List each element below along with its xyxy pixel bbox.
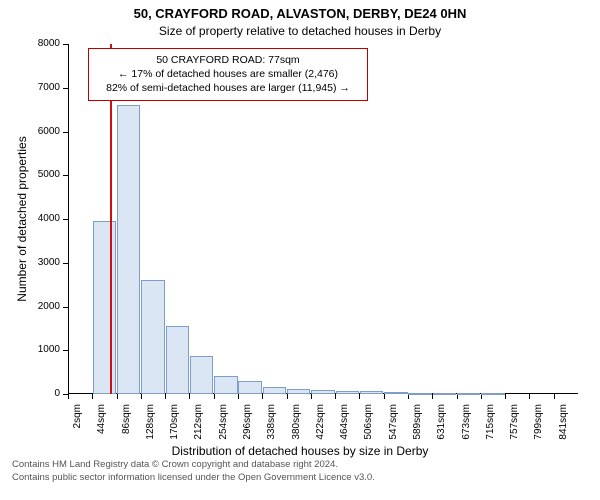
info-box-line: 50 CRAYFORD ROAD: 77sqm <box>97 53 359 67</box>
histogram-bar <box>481 393 504 395</box>
y-tick-mark <box>63 88 68 89</box>
y-tick-mark <box>63 132 68 133</box>
x-tick-mark <box>505 394 506 399</box>
footer-line1: Contains HM Land Registry data © Crown c… <box>12 459 588 471</box>
histogram-bar <box>384 392 407 394</box>
x-tick-mark <box>262 394 263 399</box>
chart-title-line1: 50, CRAYFORD ROAD, ALVASTON, DERBY, DE24… <box>0 6 600 21</box>
y-tick-mark <box>63 219 68 220</box>
y-tick-mark <box>63 175 68 176</box>
y-axis-line <box>68 44 69 394</box>
y-tick-mark <box>63 307 68 308</box>
x-axis-label: Distribution of detached houses by size … <box>0 444 600 458</box>
x-tick-mark <box>141 394 142 399</box>
chart-container: 50, CRAYFORD ROAD, ALVASTON, DERBY, DE24… <box>0 0 600 500</box>
chart-title-line2: Size of property relative to detached ho… <box>0 24 600 38</box>
histogram-bar <box>360 391 383 394</box>
y-tick-label: 0 <box>26 388 60 399</box>
x-tick-mark <box>335 394 336 399</box>
histogram-bar <box>457 393 480 395</box>
histogram-bar <box>433 393 456 395</box>
y-tick-label: 5000 <box>26 169 60 180</box>
y-tick-label: 2000 <box>26 301 60 312</box>
histogram-bar <box>238 381 261 394</box>
y-tick-label: 7000 <box>26 82 60 93</box>
x-tick-mark <box>238 394 239 399</box>
histogram-bar <box>93 221 116 394</box>
x-tick-mark <box>408 394 409 399</box>
histogram-bar <box>141 280 164 394</box>
x-tick-mark <box>165 394 166 399</box>
info-box-line: ← 17% of detached houses are smaller (2,… <box>97 67 359 81</box>
histogram-bar <box>336 391 359 394</box>
x-tick-mark <box>117 394 118 399</box>
y-tick-mark <box>63 44 68 45</box>
footer-line2: Contains public sector information licen… <box>12 472 588 484</box>
info-box: 50 CRAYFORD ROAD: 77sqm← 17% of detached… <box>88 48 368 101</box>
footer-attribution: Contains HM Land Registry data © Crown c… <box>12 459 588 484</box>
x-tick-mark <box>68 394 69 399</box>
y-tick-label: 6000 <box>26 126 60 137</box>
x-tick-mark <box>384 394 385 399</box>
histogram-bar <box>214 376 237 394</box>
x-tick-mark <box>554 394 555 399</box>
x-tick-mark <box>287 394 288 399</box>
y-tick-label: 8000 <box>26 38 60 49</box>
y-tick-mark <box>63 350 68 351</box>
y-tick-label: 4000 <box>26 213 60 224</box>
x-tick-mark <box>311 394 312 399</box>
y-tick-label: 1000 <box>26 344 60 355</box>
x-tick-mark <box>189 394 190 399</box>
histogram-bar <box>408 393 431 395</box>
histogram-bar <box>117 105 140 394</box>
x-tick-mark <box>92 394 93 399</box>
y-tick-label: 3000 <box>26 257 60 268</box>
x-tick-mark <box>359 394 360 399</box>
histogram-bar <box>311 390 334 394</box>
x-tick-mark <box>529 394 530 399</box>
histogram-bar <box>166 326 189 394</box>
x-tick-mark <box>214 394 215 399</box>
histogram-bar <box>190 356 213 394</box>
y-tick-mark <box>63 263 68 264</box>
histogram-bar <box>263 387 286 394</box>
histogram-bar <box>287 389 310 394</box>
info-box-line: 82% of semi-detached houses are larger (… <box>97 81 359 95</box>
